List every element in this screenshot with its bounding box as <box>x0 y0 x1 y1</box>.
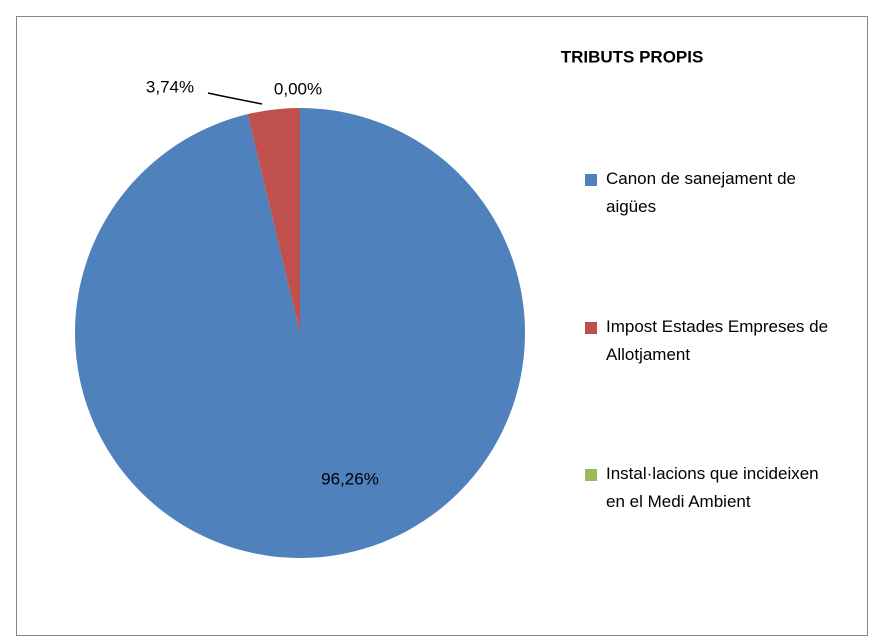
chart-title: TRIBUTS PROPIS <box>561 47 704 66</box>
pie-slice <box>247 108 300 333</box>
legend-swatch <box>585 174 597 186</box>
legend-swatch <box>585 469 597 481</box>
legend-label: Impost Estades Empreses de Allotjament <box>606 317 828 364</box>
legend-label: Instal·lacions que incideixen en el Medi … <box>606 464 819 511</box>
data-label: 3,74% <box>146 77 194 96</box>
legend-label: Canon de sanejament de aigües <box>606 169 796 216</box>
leader-line <box>207 92 263 105</box>
data-label: 0,00% <box>274 79 322 98</box>
data-label: 96,26% <box>321 469 379 488</box>
legend-swatch <box>585 322 597 334</box>
